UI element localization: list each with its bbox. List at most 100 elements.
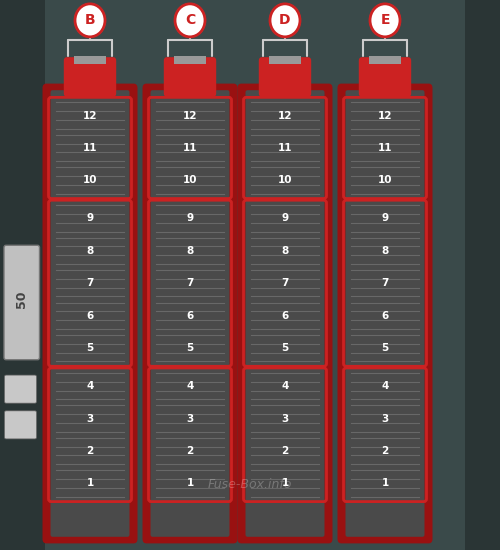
Text: 5: 5 <box>282 343 288 353</box>
FancyBboxPatch shape <box>250 334 320 362</box>
Text: 2: 2 <box>186 446 194 456</box>
FancyBboxPatch shape <box>250 204 320 233</box>
Text: 2: 2 <box>86 446 94 456</box>
FancyBboxPatch shape <box>174 56 206 64</box>
Text: 4: 4 <box>186 381 194 391</box>
FancyBboxPatch shape <box>238 84 332 543</box>
FancyBboxPatch shape <box>350 372 420 400</box>
FancyBboxPatch shape <box>155 166 225 195</box>
Text: 4: 4 <box>86 381 94 391</box>
Text: 2: 2 <box>382 446 388 456</box>
FancyBboxPatch shape <box>250 166 320 195</box>
Text: 9: 9 <box>186 213 194 223</box>
Text: 10: 10 <box>83 175 97 185</box>
Text: 1: 1 <box>186 478 194 488</box>
FancyBboxPatch shape <box>155 404 225 433</box>
FancyBboxPatch shape <box>338 84 432 543</box>
FancyBboxPatch shape <box>350 301 420 330</box>
FancyBboxPatch shape <box>74 56 106 64</box>
FancyBboxPatch shape <box>350 437 420 465</box>
FancyBboxPatch shape <box>359 57 411 97</box>
FancyBboxPatch shape <box>259 57 311 97</box>
FancyBboxPatch shape <box>250 269 320 298</box>
Text: 5: 5 <box>186 343 194 353</box>
Text: 10: 10 <box>278 175 292 185</box>
FancyBboxPatch shape <box>55 437 125 465</box>
Text: 4: 4 <box>382 381 388 391</box>
Text: 11: 11 <box>183 143 197 153</box>
FancyBboxPatch shape <box>0 0 45 550</box>
FancyBboxPatch shape <box>250 134 320 162</box>
Text: 3: 3 <box>382 414 388 424</box>
FancyBboxPatch shape <box>350 236 420 265</box>
FancyBboxPatch shape <box>155 236 225 265</box>
FancyBboxPatch shape <box>155 204 225 233</box>
Circle shape <box>75 4 105 37</box>
Text: 5: 5 <box>86 343 94 353</box>
Text: 8: 8 <box>186 246 194 256</box>
FancyBboxPatch shape <box>155 437 225 465</box>
Text: 9: 9 <box>282 213 288 223</box>
FancyBboxPatch shape <box>155 269 225 298</box>
Text: 12: 12 <box>183 111 197 120</box>
FancyBboxPatch shape <box>350 469 420 498</box>
FancyBboxPatch shape <box>250 101 320 130</box>
Text: 11: 11 <box>378 143 392 153</box>
FancyBboxPatch shape <box>55 269 125 298</box>
Text: B: B <box>84 13 96 28</box>
FancyBboxPatch shape <box>55 334 125 362</box>
Text: 11: 11 <box>83 143 97 153</box>
Text: 10: 10 <box>183 175 197 185</box>
FancyBboxPatch shape <box>50 90 130 537</box>
Text: 6: 6 <box>186 311 194 321</box>
Text: 4: 4 <box>282 381 288 391</box>
Text: 1: 1 <box>282 478 288 488</box>
Text: 12: 12 <box>378 111 392 120</box>
Text: 12: 12 <box>278 111 292 120</box>
FancyBboxPatch shape <box>55 101 125 130</box>
FancyBboxPatch shape <box>155 372 225 400</box>
FancyBboxPatch shape <box>155 301 225 330</box>
FancyBboxPatch shape <box>55 404 125 433</box>
FancyBboxPatch shape <box>150 90 230 537</box>
Circle shape <box>370 4 400 37</box>
Text: 6: 6 <box>382 311 388 321</box>
FancyBboxPatch shape <box>164 57 216 97</box>
Text: 7: 7 <box>86 278 94 288</box>
FancyBboxPatch shape <box>4 375 36 403</box>
FancyBboxPatch shape <box>155 134 225 162</box>
Text: 5: 5 <box>382 343 388 353</box>
FancyBboxPatch shape <box>155 469 225 498</box>
FancyBboxPatch shape <box>346 90 424 537</box>
FancyBboxPatch shape <box>465 0 500 550</box>
Text: 10: 10 <box>378 175 392 185</box>
Circle shape <box>270 4 300 37</box>
Text: 8: 8 <box>282 246 288 256</box>
FancyBboxPatch shape <box>370 56 400 64</box>
Text: 3: 3 <box>86 414 94 424</box>
FancyBboxPatch shape <box>350 134 420 162</box>
FancyBboxPatch shape <box>42 84 138 543</box>
Text: 8: 8 <box>86 246 94 256</box>
FancyBboxPatch shape <box>350 404 420 433</box>
Text: 9: 9 <box>382 213 388 223</box>
Text: 7: 7 <box>282 278 288 288</box>
FancyBboxPatch shape <box>155 334 225 362</box>
Text: 6: 6 <box>282 311 288 321</box>
Text: 3: 3 <box>282 414 288 424</box>
FancyBboxPatch shape <box>55 236 125 265</box>
FancyBboxPatch shape <box>350 334 420 362</box>
Text: D: D <box>279 13 291 28</box>
FancyBboxPatch shape <box>4 245 40 360</box>
Text: 11: 11 <box>278 143 292 153</box>
Circle shape <box>175 4 205 37</box>
FancyBboxPatch shape <box>350 101 420 130</box>
FancyBboxPatch shape <box>64 57 116 97</box>
FancyBboxPatch shape <box>155 101 225 130</box>
Text: 12: 12 <box>83 111 97 120</box>
Text: 7: 7 <box>186 278 194 288</box>
FancyBboxPatch shape <box>55 372 125 400</box>
FancyBboxPatch shape <box>270 56 300 64</box>
Text: 3: 3 <box>186 414 194 424</box>
Text: C: C <box>185 13 195 28</box>
